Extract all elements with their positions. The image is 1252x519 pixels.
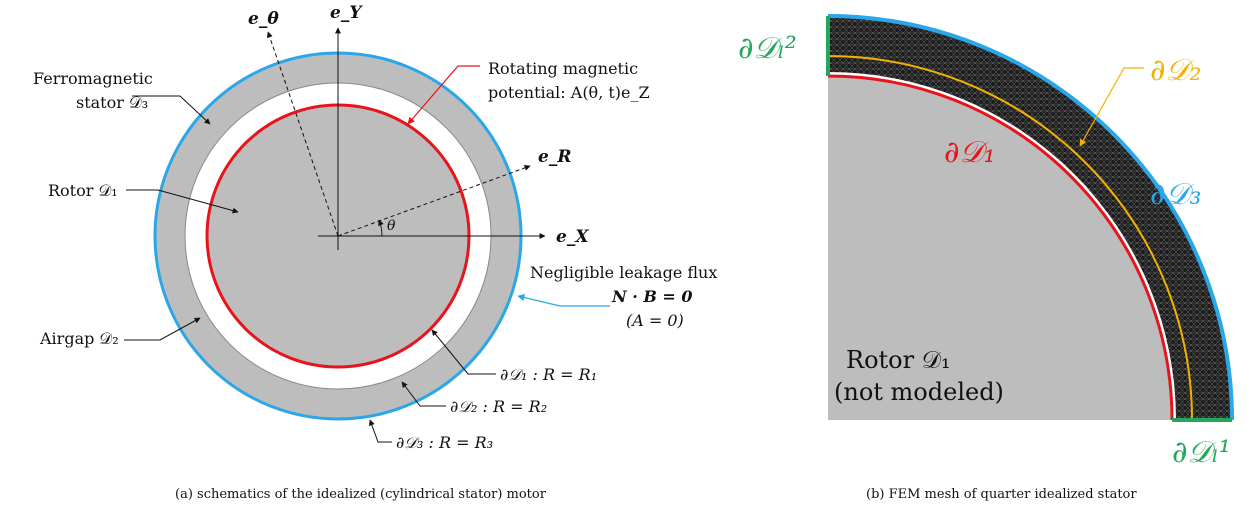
potential-label-line1: Rotating magnetic bbox=[488, 59, 638, 78]
axis-etheta-label: e_θ bbox=[248, 9, 279, 29]
rotor-leader bbox=[126, 189, 239, 214]
stator-leader bbox=[132, 95, 211, 125]
stator-label-line1: Ferromagnetic bbox=[33, 69, 153, 88]
axis-theta-line bbox=[266, 31, 339, 237]
axis-ey-label: e_Y bbox=[330, 3, 363, 23]
leakage-eq-line1: N · B = 0 bbox=[611, 287, 693, 306]
boundary-d3-curve bbox=[827, 14, 1234, 421]
boundary-1-leader bbox=[431, 329, 496, 375]
boundary-2-label: ∂𝒟₂ : R = R₂ bbox=[450, 397, 547, 416]
stator-mesh bbox=[828, 16, 1232, 420]
boundary-2-leader bbox=[401, 381, 446, 407]
airgap-label: Airgap 𝒟₂ bbox=[39, 329, 119, 348]
rotor-quarter bbox=[828, 76, 1172, 420]
schematic-motor: e_X e_Y e_R e_θ θ Ferromagnetic stator 𝒟… bbox=[33, 3, 717, 502]
caption-a: (a) schematics of the idealized (cylindr… bbox=[175, 487, 547, 502]
boundary-d2-label: ∂𝒟₂ bbox=[1150, 53, 1201, 88]
rotor-label: Rotor 𝒟₁ bbox=[48, 181, 118, 200]
boundary-d1-curve bbox=[827, 74, 1174, 421]
d2-leader bbox=[1079, 67, 1144, 147]
boundary-3-label: ∂𝒟₃ : R = R₃ bbox=[396, 433, 493, 452]
boundary-3-leader bbox=[369, 419, 392, 443]
boundary-d3-label: ∂𝒟₃ bbox=[1150, 177, 1201, 212]
axis-ex-label: e_X bbox=[556, 227, 589, 247]
caption-b: (b) FEM mesh of quarter idealized stator bbox=[866, 487, 1137, 502]
leakage-leader bbox=[517, 293, 610, 307]
axis-r-line bbox=[337, 165, 531, 237]
potential-leader bbox=[407, 65, 480, 125]
boundary-l1-label: ∂𝒟ₗ¹ bbox=[1172, 435, 1231, 470]
boundary-l2-label: ∂𝒟ₗ² bbox=[738, 31, 797, 66]
stator-label-line2: stator 𝒟₃ bbox=[76, 93, 148, 112]
rotor-b-label-line1: Rotor 𝒟₁ bbox=[846, 346, 951, 374]
leakage-label: Negligible leakage flux bbox=[530, 263, 717, 282]
rotor-b-label-line2: (not modeled) bbox=[834, 378, 1004, 406]
angle-arc bbox=[378, 219, 384, 237]
potential-label-line2: potential: A(θ, t)e_Z bbox=[488, 83, 650, 102]
airgap-leader bbox=[124, 317, 201, 341]
axis-er-label: e_R bbox=[538, 147, 571, 167]
boundary-d1-label: ∂𝒟₁ bbox=[944, 135, 995, 170]
boundary-d2-curve bbox=[827, 55, 1193, 421]
angle-label: θ bbox=[387, 218, 396, 234]
boundary-1-label: ∂𝒟₁ : R = R₁ bbox=[500, 365, 597, 384]
fem-mesh-figure: ∂𝒟ₗ² ∂𝒟₂ ∂𝒟₁ ∂𝒟₃ ∂𝒟ₗ¹ Rotor 𝒟₁ (not mode… bbox=[738, 14, 1234, 502]
leakage-eq-line2: (A = 0) bbox=[626, 311, 684, 330]
